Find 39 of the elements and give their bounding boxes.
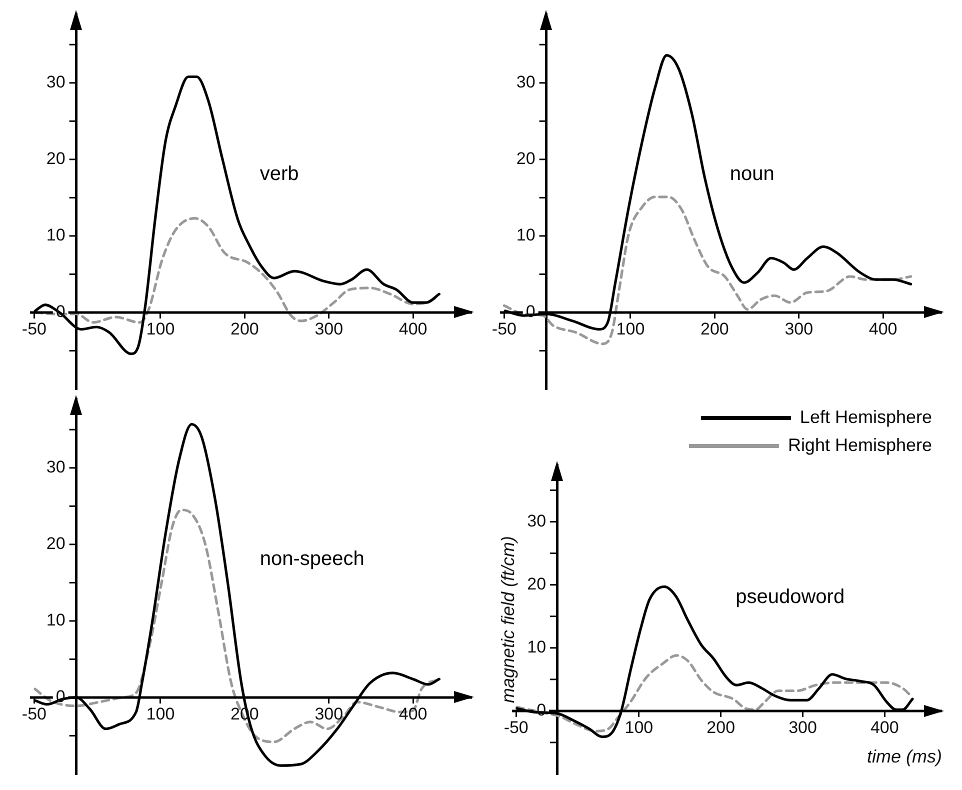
x-tick-label: -50 <box>22 704 46 724</box>
y-tick-label: 10 <box>46 610 66 630</box>
y-tick-label: 10 <box>46 226 66 245</box>
y-tick-label: 20 <box>516 149 536 168</box>
x-tick-label: 300 <box>784 320 814 339</box>
y-tick-label: 10 <box>527 638 546 657</box>
x-tick-label: 200 <box>230 320 259 339</box>
text: noun <box>730 163 774 186</box>
x-tick-label: 400 <box>398 704 428 724</box>
x-tick-label: 200 <box>706 718 736 738</box>
x-tick-label: 400 <box>870 718 899 738</box>
y-tick-label: 20 <box>46 534 66 554</box>
x-tick-label: 300 <box>314 704 344 724</box>
y-tick-label: 10 <box>516 226 536 245</box>
x-tick-label: 100 <box>146 320 175 339</box>
y-tick-label: 20 <box>46 149 66 168</box>
legend-label: Right Hemisphere <box>788 434 932 455</box>
x-tick-label: -50 <box>504 718 528 738</box>
x-tick-label: 100 <box>146 704 175 724</box>
text: verb <box>260 163 299 186</box>
x-tick-label: 100 <box>624 718 654 738</box>
text: pseudoword <box>736 586 845 608</box>
y-tick-label: 30 <box>516 72 536 92</box>
x-axis-title: time (ms) <box>867 746 942 767</box>
x-tick-label: 100 <box>616 320 645 339</box>
x-tick-label: 400 <box>868 320 898 339</box>
y-axis-title: magnetic field (ft/cm) <box>498 536 518 704</box>
x-tick-label: -50 <box>22 320 46 339</box>
x-tick-label: 200 <box>700 320 729 339</box>
y-tick-label: 20 <box>527 574 546 594</box>
y-tick-label: 30 <box>46 458 66 477</box>
x-tick-label: 300 <box>314 320 344 339</box>
x-tick-label: -50 <box>492 320 516 339</box>
x-tick-label: 400 <box>398 320 428 339</box>
y-tick-label: 30 <box>527 511 546 530</box>
y-tick-label: 30 <box>46 72 66 92</box>
x-tick-label: 300 <box>788 718 817 738</box>
legend-label: Left Hemisphere <box>800 406 932 427</box>
text: non-speech <box>260 548 364 570</box>
